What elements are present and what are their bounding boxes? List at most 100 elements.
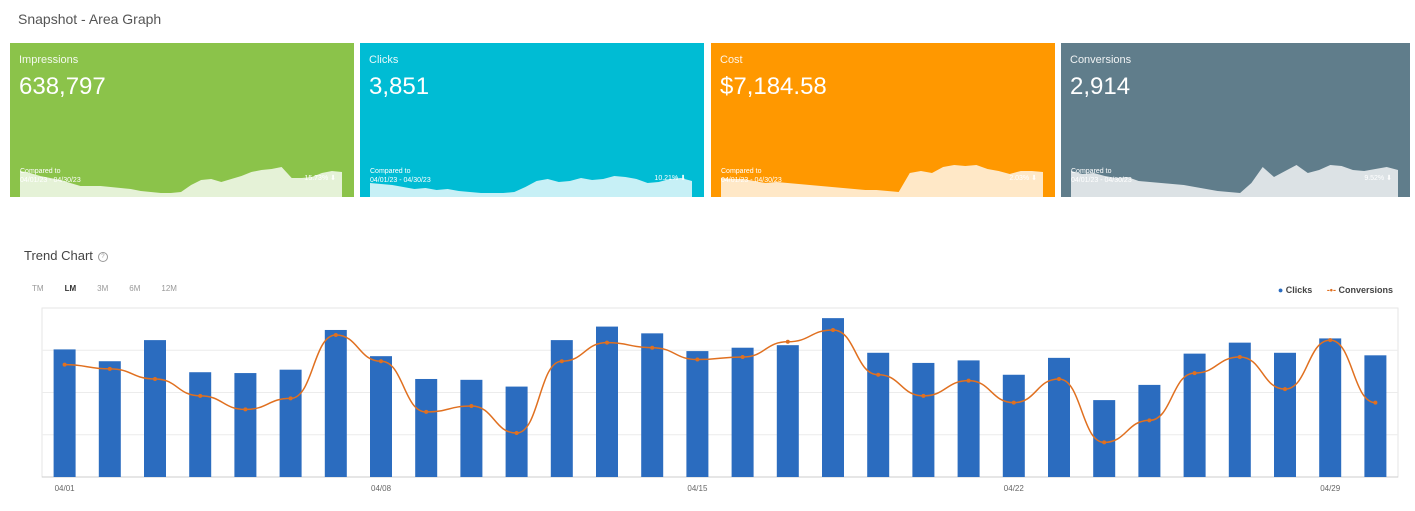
x-tick-label: 04/15 — [687, 484, 708, 493]
change-badge: 10.21% ⬇ — [654, 174, 686, 182]
point-conversions — [695, 357, 700, 362]
sparkline — [1071, 165, 1398, 203]
point-conversions — [966, 378, 971, 383]
bar-clicks[interactable] — [279, 369, 302, 477]
x-tick-label: 04/29 — [1320, 484, 1341, 493]
point-conversions — [62, 362, 67, 367]
bar-clicks[interactable] — [1138, 384, 1161, 477]
bar-clicks[interactable] — [912, 362, 935, 477]
bar-clicks[interactable] — [641, 333, 664, 477]
tab-3m[interactable]: 3M — [97, 284, 109, 293]
bar-clicks[interactable] — [324, 329, 347, 477]
compared-label: Compared to — [721, 168, 762, 175]
sparkline-area — [721, 165, 1043, 203]
chart-legend: ● Clicks -•- Conversions — [1266, 285, 1393, 295]
bar-clicks[interactable] — [370, 356, 392, 477]
point-conversions — [1102, 440, 1107, 445]
change-value: 10.21% — [654, 175, 679, 182]
arrow-down-icon: ⬇ — [680, 175, 686, 182]
bar-clicks[interactable] — [1274, 352, 1296, 477]
legend-label: Conversions — [1338, 285, 1393, 295]
bar-clicks[interactable] — [460, 379, 483, 477]
point-conversions — [1011, 400, 1016, 405]
bar-clicks[interactable] — [822, 318, 844, 477]
point-conversions — [1237, 355, 1242, 360]
point-conversions — [831, 327, 835, 332]
bar-clicks[interactable] — [234, 373, 257, 477]
sparkline-area — [1071, 165, 1398, 203]
x-tick-label: 04/22 — [1004, 484, 1025, 493]
point-conversions — [198, 393, 203, 398]
point-conversions — [1057, 376, 1061, 381]
bar-clicks[interactable] — [189, 372, 212, 477]
bar-clicks[interactable] — [415, 378, 438, 477]
card-value: 2,914 — [1070, 73, 1131, 100]
x-tick-label: 04/08 — [371, 484, 392, 493]
legend-conversions[interactable]: -•- Conversions — [1327, 285, 1393, 295]
bar-clicks[interactable] — [144, 340, 166, 477]
bar-clicks[interactable] — [596, 326, 618, 477]
card-value: 638,797 — [19, 73, 106, 100]
page-title: Snapshot - Area Graph — [18, 11, 162, 27]
line-dot-icon: -•- — [1326, 285, 1336, 295]
card-label: Cost — [720, 54, 743, 66]
point-conversions — [243, 407, 248, 412]
point-conversions — [153, 376, 157, 381]
bar-clicks[interactable] — [98, 361, 121, 477]
trend-title-text: Trend Chart — [24, 248, 93, 263]
bar-clicks[interactable] — [1002, 374, 1025, 477]
point-conversions — [1328, 338, 1333, 343]
point-conversions — [559, 359, 564, 364]
sparkline — [370, 176, 692, 203]
bar-clicks[interactable] — [731, 347, 754, 477]
point-conversions — [921, 393, 926, 398]
card-impressions[interactable]: Impressions 638,797 Compared to04/01/23 … — [10, 43, 354, 203]
tab-tm[interactable]: TM — [32, 284, 44, 293]
sparkline — [20, 167, 342, 203]
point-conversions — [288, 396, 293, 401]
line-conversions — [64, 329, 1376, 444]
sparkline-area — [20, 167, 342, 203]
sparkline-area — [370, 176, 692, 203]
compared-range: 04/01/23 - 04/30/23 — [370, 177, 431, 184]
tab-12m[interactable]: 12M — [161, 284, 177, 293]
help-icon[interactable]: ? — [97, 251, 108, 262]
card-value: 3,851 — [369, 73, 430, 100]
compared-label: Compared to — [370, 168, 411, 175]
point-conversions — [1147, 418, 1152, 423]
x-tick-label: 04/01 — [55, 484, 76, 493]
trend-chart: 04/01 04/08 04/15 04/22 04/29 — [41, 307, 1399, 493]
card-label: Clicks — [369, 54, 399, 66]
point-conversions — [605, 340, 609, 345]
compared-label: Compared to — [1071, 168, 1112, 175]
bar-clicks[interactable] — [1183, 353, 1206, 477]
bar-clicks[interactable] — [1319, 338, 1342, 477]
bar-clicks[interactable] — [550, 340, 573, 477]
point-conversions — [650, 345, 655, 350]
card-label: Conversions — [1070, 54, 1132, 66]
card-value: $7,184.58 — [720, 73, 827, 100]
card-label: Impressions — [19, 54, 79, 66]
card-clicks[interactable]: Clicks 3,851 Compared to 04/01/23 - 04/30… — [360, 43, 704, 203]
bar-clicks[interactable] — [1048, 357, 1070, 477]
bar-clicks[interactable] — [776, 345, 799, 477]
legend-clicks[interactable]: ● Clicks — [1278, 285, 1312, 295]
point-conversions — [379, 359, 383, 364]
tab-6m[interactable]: 6M — [129, 284, 141, 293]
point-conversions — [107, 366, 112, 371]
point-conversions — [785, 339, 790, 344]
bar-clicks[interactable] — [686, 351, 709, 477]
bar-clicks[interactable] — [1093, 400, 1116, 477]
point-conversions — [424, 409, 429, 414]
bar-clicks[interactable] — [1364, 355, 1387, 477]
sparkline — [721, 165, 1043, 203]
bar-clicks[interactable] — [53, 349, 76, 477]
point-conversions — [1373, 400, 1378, 405]
compared-to: Compared to 04/01/23 - 04/30/23 — [370, 167, 431, 185]
bar-clicks[interactable] — [957, 360, 980, 477]
bar-clicks[interactable] — [867, 352, 890, 477]
tab-lm[interactable]: LM — [64, 284, 77, 293]
bar-clicks[interactable] — [1228, 342, 1251, 477]
